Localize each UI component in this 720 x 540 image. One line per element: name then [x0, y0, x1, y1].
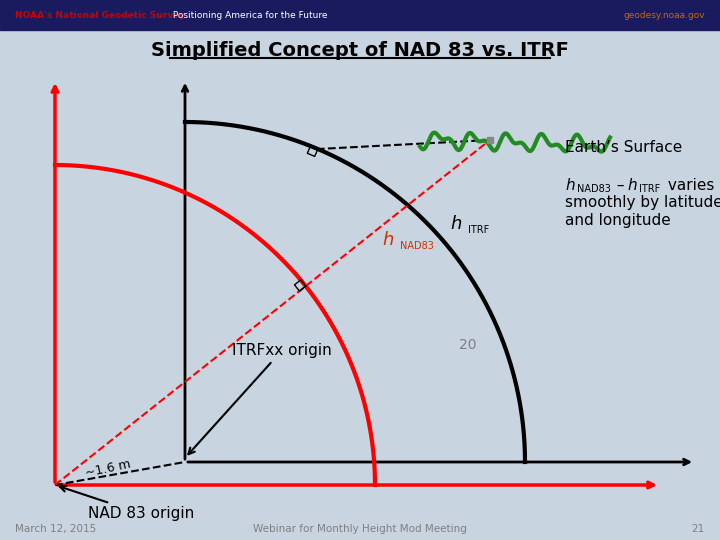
Text: ITRF: ITRF: [468, 225, 490, 235]
Text: NAD 83 origin: NAD 83 origin: [60, 485, 194, 521]
Text: NAD83: NAD83: [577, 184, 611, 194]
Text: 21: 21: [692, 524, 705, 534]
Text: $h$: $h$: [565, 177, 575, 193]
Text: NAD83: NAD83: [400, 241, 434, 251]
Text: NOAA's National Geodetic Survey: NOAA's National Geodetic Survey: [15, 10, 185, 19]
Text: 20: 20: [459, 338, 477, 352]
Text: ~1.6 m: ~1.6 m: [84, 457, 132, 480]
Text: and longitude: and longitude: [565, 213, 671, 228]
Text: varies: varies: [663, 178, 714, 192]
Text: March 12, 2015: March 12, 2015: [15, 524, 96, 534]
Text: $h$: $h$: [450, 215, 462, 233]
Text: Positioning America for the Future: Positioning America for the Future: [170, 10, 328, 19]
Text: –: –: [612, 178, 629, 192]
Text: Webinar for Monthly Height Mod Meeting: Webinar for Monthly Height Mod Meeting: [253, 524, 467, 534]
Bar: [0, 0, 720, 30]
Text: $h$: $h$: [382, 231, 394, 249]
Text: $h$: $h$: [627, 177, 638, 193]
Text: smoothly by latitude: smoothly by latitude: [565, 195, 720, 211]
Text: ITRF: ITRF: [639, 184, 660, 194]
Text: ITRFxx origin: ITRFxx origin: [189, 343, 332, 454]
Text: Simplified Concept of NAD 83 vs. ITRF: Simplified Concept of NAD 83 vs. ITRF: [151, 40, 569, 59]
Text: geodesy.noaa.gov: geodesy.noaa.gov: [624, 10, 705, 19]
Text: Earth’s Surface: Earth’s Surface: [565, 139, 683, 154]
